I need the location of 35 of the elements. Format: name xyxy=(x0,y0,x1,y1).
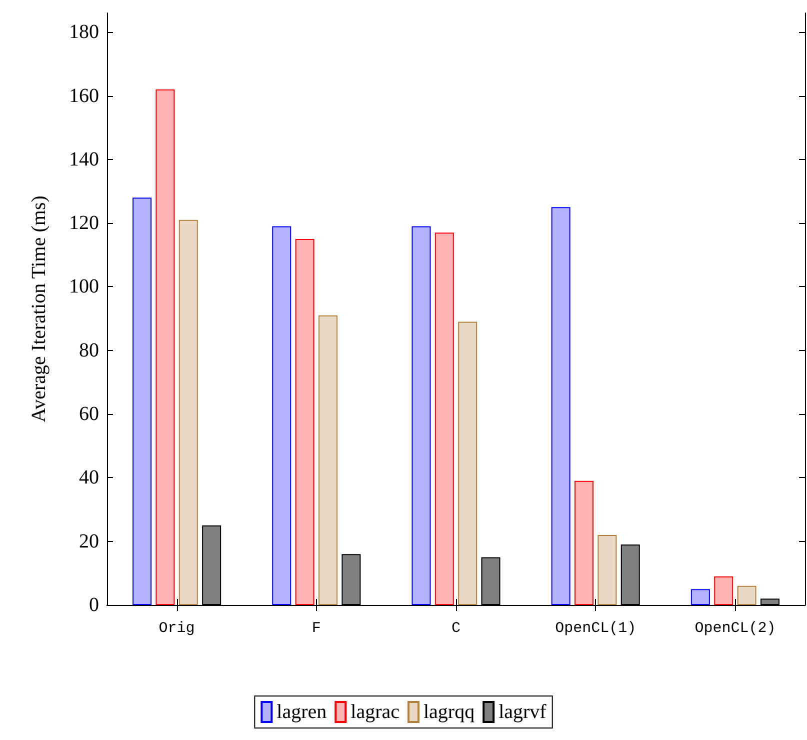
bar xyxy=(132,198,152,605)
bar xyxy=(737,586,756,605)
y-tick-label: 120 xyxy=(69,212,99,234)
bar xyxy=(551,207,570,605)
bar xyxy=(574,480,594,605)
y-tick-label: 40 xyxy=(79,466,99,489)
bar xyxy=(178,220,198,605)
bar xyxy=(412,226,431,605)
y-tick-label: 140 xyxy=(69,148,99,170)
legend-label: lagrac xyxy=(350,701,400,723)
bar xyxy=(714,576,734,605)
legend-label: lagrqq xyxy=(423,701,475,723)
legend-label: lagrvf xyxy=(498,701,547,723)
bar xyxy=(156,89,175,605)
legend-label: lagren xyxy=(276,701,327,723)
y-tick-label: 60 xyxy=(79,403,99,426)
bar xyxy=(318,315,338,605)
y-tick-label: 0 xyxy=(89,594,99,616)
bar xyxy=(272,226,292,605)
y-tick-label: 160 xyxy=(69,84,99,107)
bar xyxy=(458,322,478,605)
x-tick-label: F xyxy=(312,620,321,637)
x-tick-label: Orig xyxy=(158,620,195,637)
bar xyxy=(690,589,710,605)
y-tick-label: 180 xyxy=(69,21,99,44)
bar xyxy=(598,534,617,605)
y-tick-label: 100 xyxy=(69,276,99,298)
x-tick-label: OpenCL(1) xyxy=(555,620,636,637)
bar xyxy=(434,232,454,605)
y-tick-label: 80 xyxy=(79,339,99,362)
bar xyxy=(295,238,314,605)
y-axis-title: Average Iteration Time (ms) xyxy=(28,196,50,422)
x-tick-label: C xyxy=(451,620,461,637)
x-tick-label: OpenCL(2) xyxy=(694,620,776,637)
y-tick-label: 20 xyxy=(79,530,99,552)
